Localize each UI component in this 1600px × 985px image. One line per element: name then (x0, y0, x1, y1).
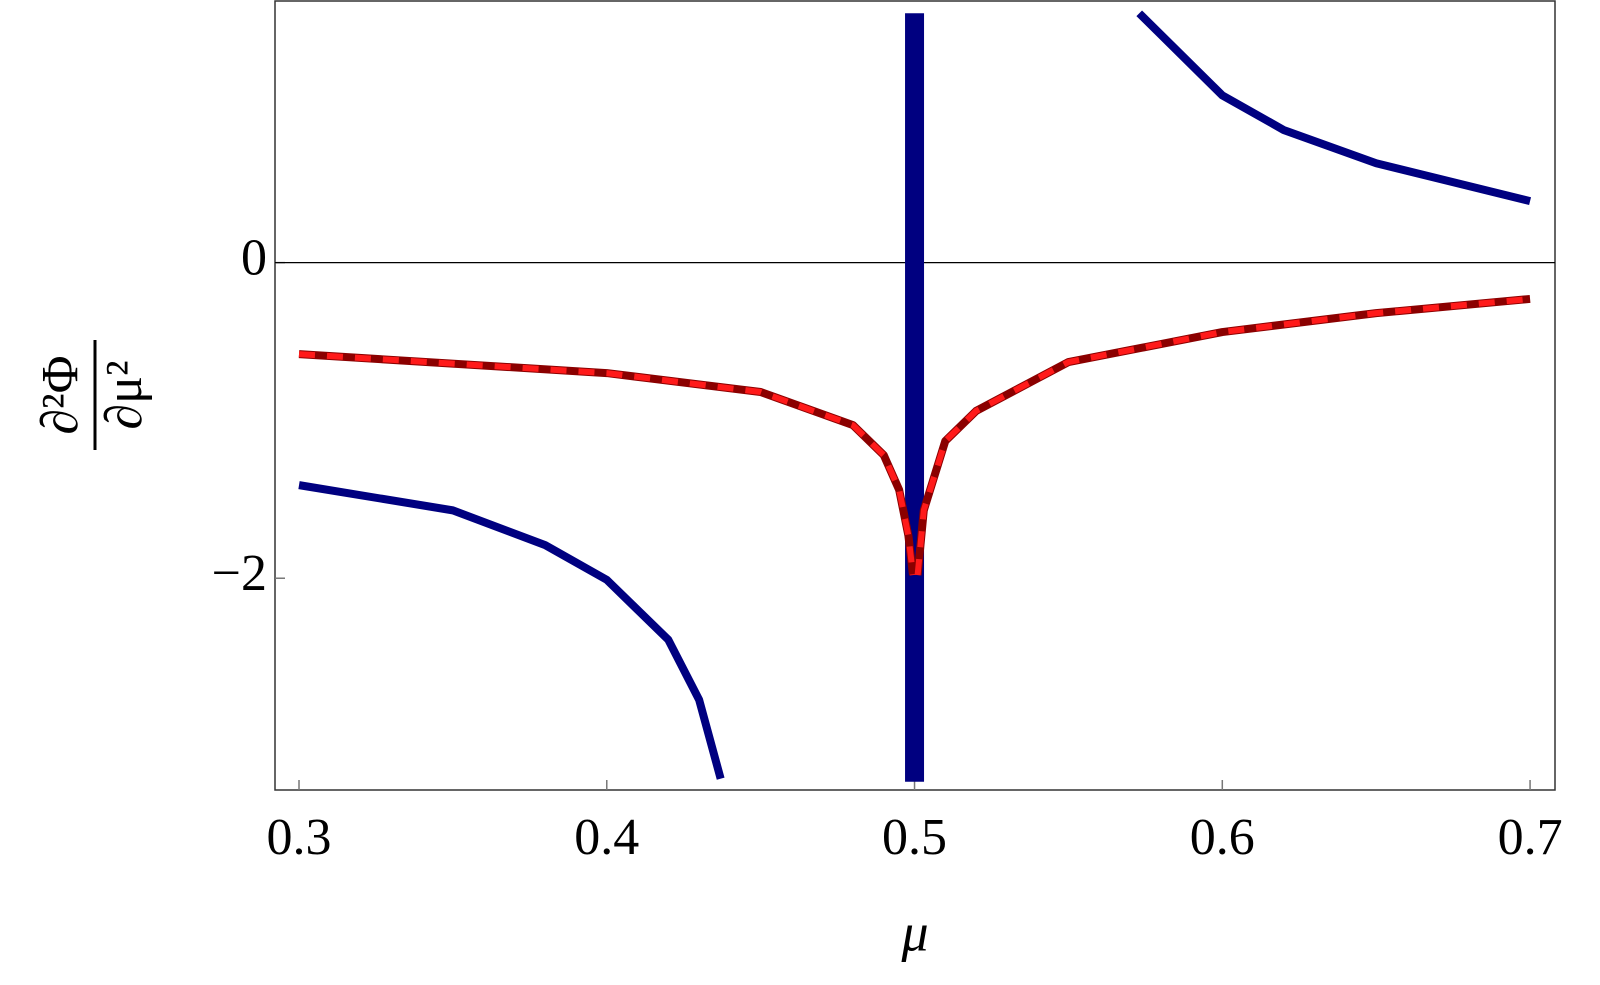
series-line (913, 294, 1531, 576)
y-label-numerator: ∂²Φ (32, 355, 89, 434)
x-tick-label: 0.6 (1190, 809, 1255, 866)
series-line (298, 351, 916, 576)
y-axis-label: ∂²Φ ∂μ² (32, 340, 153, 450)
series-line (298, 481, 725, 780)
series-line (298, 350, 917, 576)
y-label-denominator: ∂μ² (96, 360, 153, 429)
y-tick-label: 0 (241, 230, 267, 287)
x-axis-label: μ (900, 902, 928, 962)
x-tick-label: 0.4 (574, 809, 639, 866)
series-line (1136, 10, 1532, 205)
x-tick-label: 0.5 (882, 809, 947, 866)
y-tick-label: −2 (212, 545, 267, 602)
series-line (914, 295, 1531, 576)
x-tick-label: 0.3 (267, 809, 332, 866)
x-tick-label: 0.7 (1498, 809, 1563, 866)
